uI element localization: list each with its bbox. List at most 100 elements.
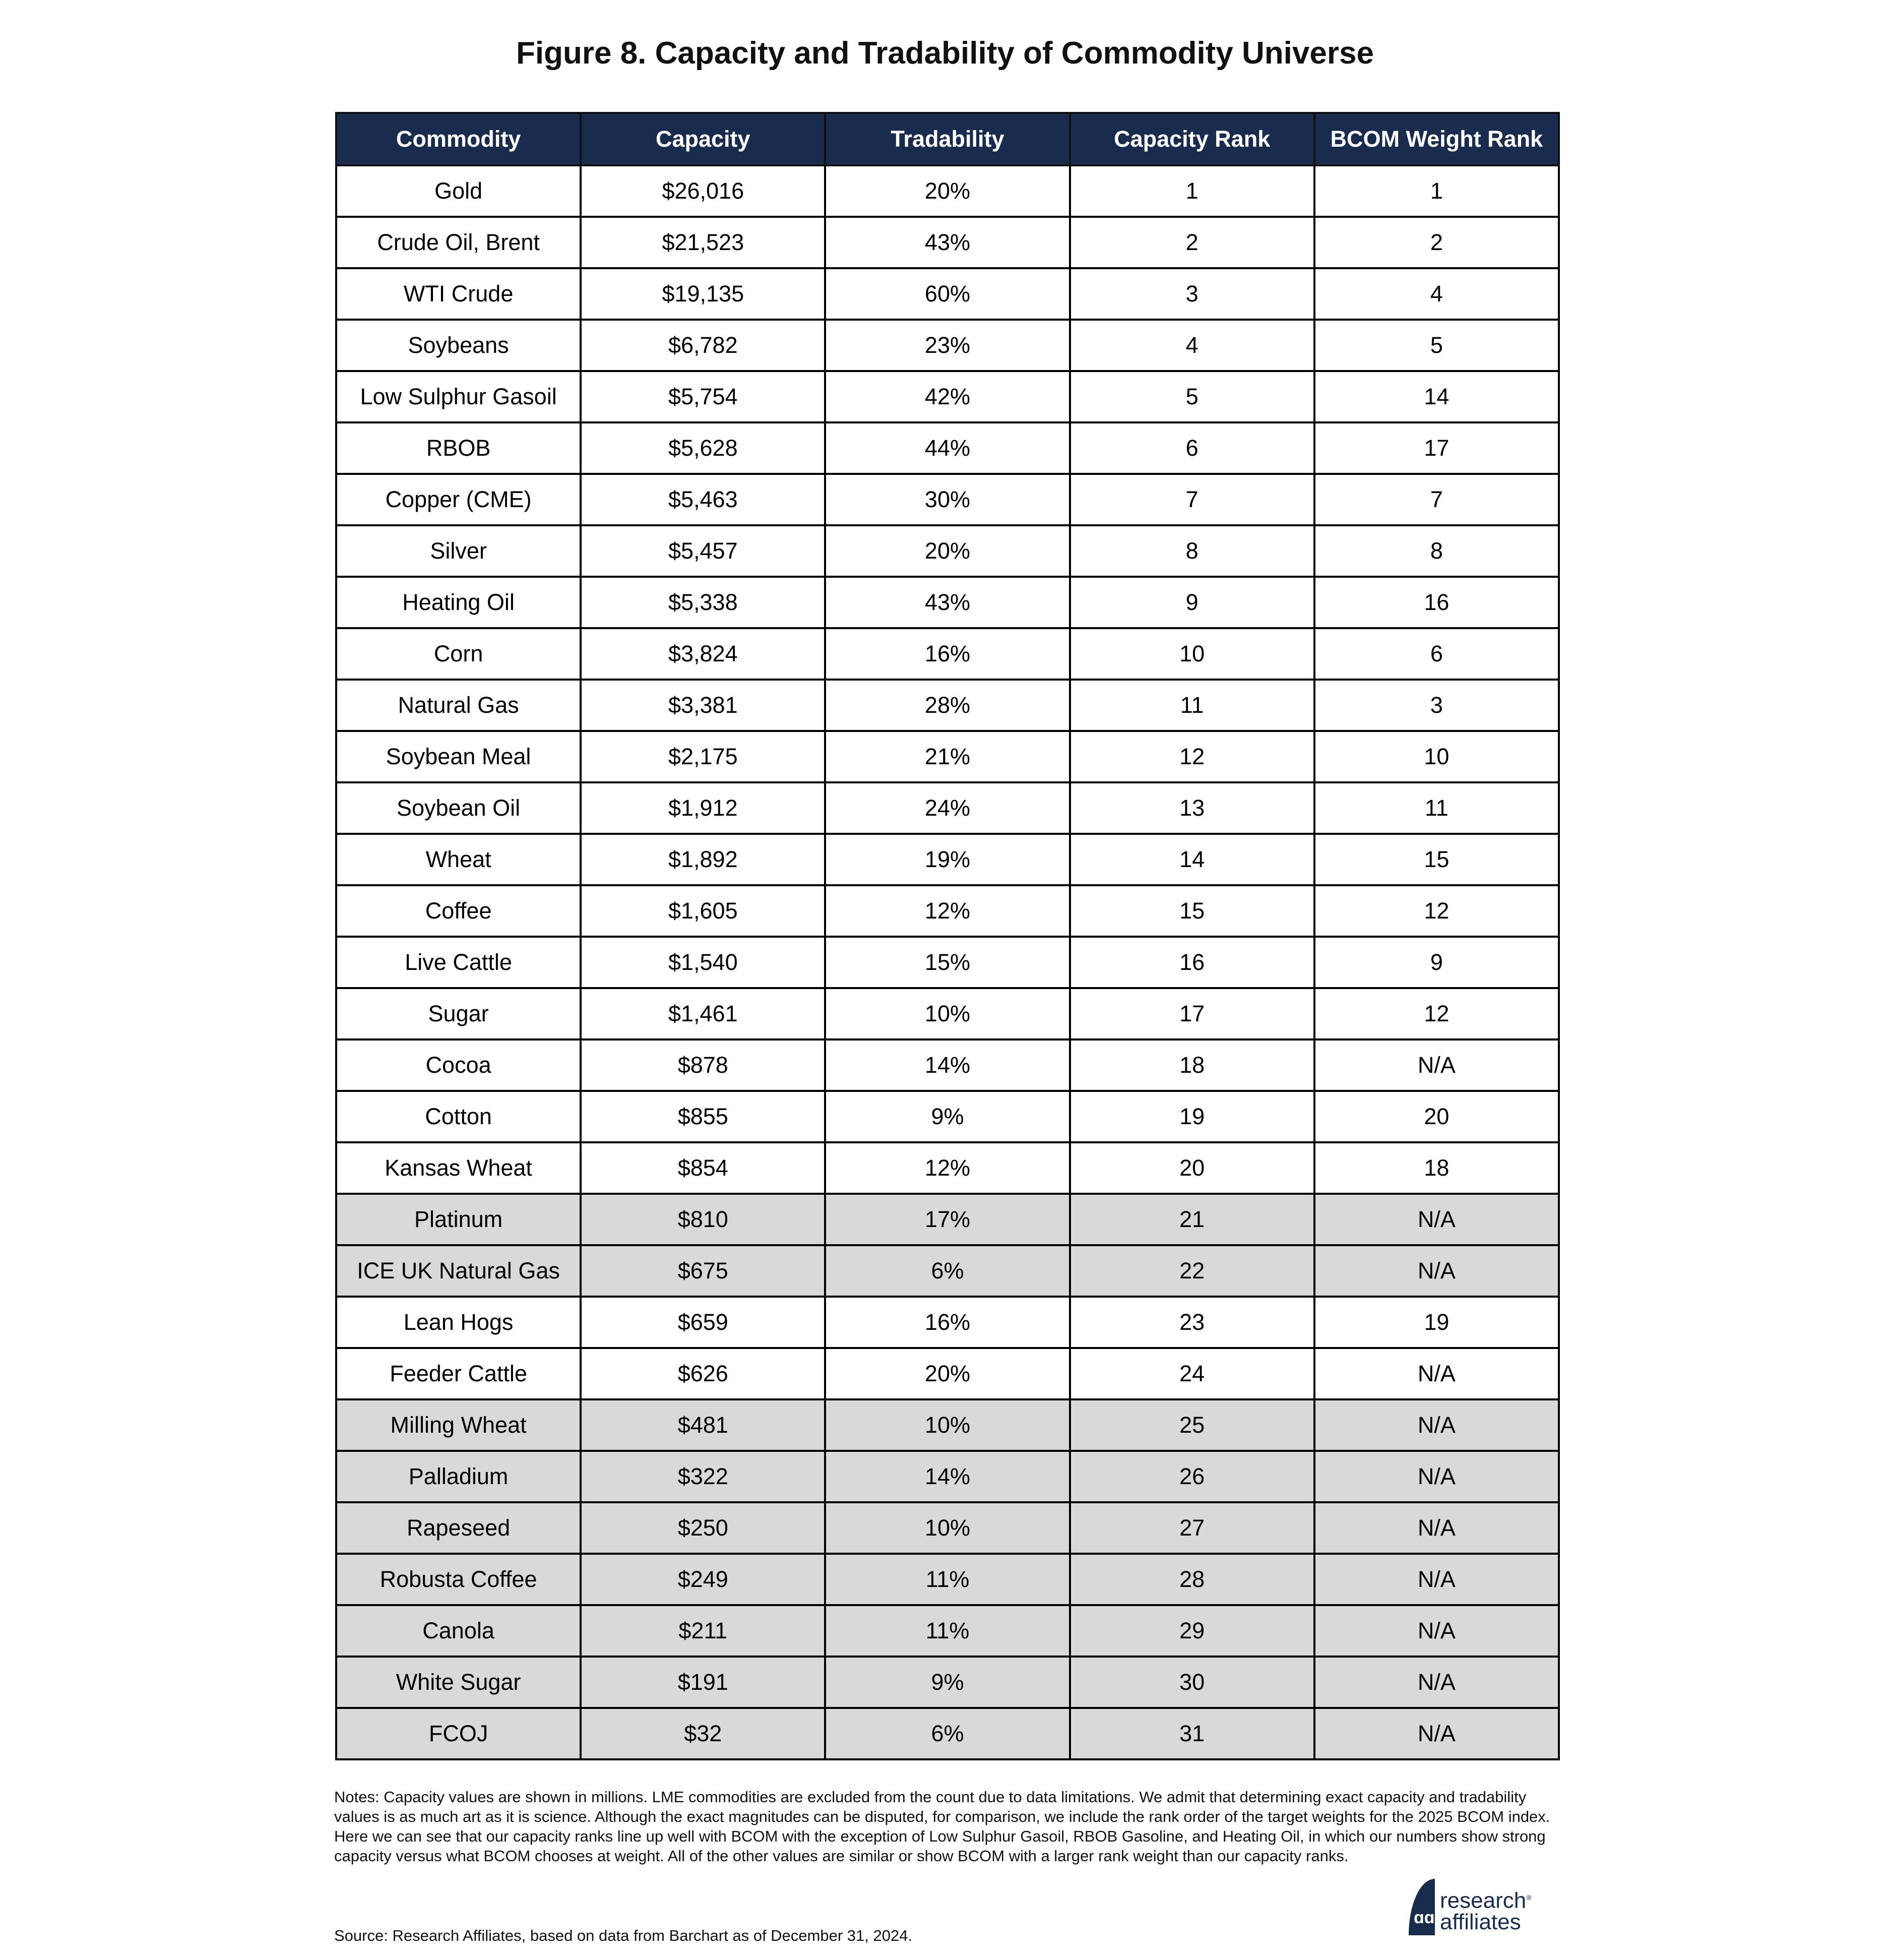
tradability-cell: 14%	[824, 1038, 1071, 1092]
table-row: RBOB $5,628 44% 6 17	[335, 421, 1560, 475]
tradability-cell: 6%	[824, 1244, 1071, 1298]
capacity-cell: $211	[580, 1604, 827, 1658]
source-note: Source: Research Affiliates, based on da…	[334, 1927, 913, 1944]
tradability-cell: 14%	[824, 1450, 1071, 1503]
bcom-weight-rank-cell: N/A	[1313, 1038, 1560, 1092]
capacity-rank-cell: 30	[1068, 1656, 1315, 1709]
commodity-cell: Soybeans	[335, 319, 582, 372]
table-row: Feeder Cattle $626 20% 24 N/A	[335, 1347, 1560, 1400]
capacity-rank-cell: 2	[1068, 216, 1315, 269]
commodity-cell: Milling Wheat	[335, 1398, 582, 1452]
tradability-cell: 16%	[824, 627, 1071, 681]
tradability-cell: 60%	[824, 267, 1071, 321]
tradability-cell: 10%	[824, 987, 1071, 1040]
header-commodity: Commodity	[335, 112, 582, 166]
commodity-cell: Platinum	[335, 1193, 582, 1246]
commodity-cell: Coffee	[335, 884, 582, 938]
table-row: Cotton $855 9% 19 20	[335, 1090, 1560, 1143]
header-capacity-rank: Capacity Rank	[1068, 112, 1315, 166]
commodity-cell: Rapeseed	[335, 1501, 582, 1555]
capacity-cell: $1,540	[580, 936, 827, 989]
commodity-cell: Silver	[335, 524, 582, 578]
table-row: Copper (CME) $5,463 30% 7 7	[335, 473, 1560, 526]
capacity-rank-cell: 29	[1068, 1604, 1315, 1658]
header-capacity: Capacity	[580, 112, 827, 166]
commodity-cell: ICE UK Natural Gas	[335, 1244, 582, 1298]
capacity-cell: $19,135	[580, 267, 827, 321]
capacity-cell: $1,605	[580, 884, 827, 938]
capacity-rank-cell: 22	[1068, 1244, 1315, 1298]
tradability-cell: 9%	[824, 1656, 1071, 1709]
table-row: Palladium $322 14% 26 N/A	[335, 1450, 1560, 1503]
capacity-cell: $626	[580, 1347, 827, 1400]
tradability-cell: 11%	[824, 1604, 1071, 1658]
table-row: Low Sulphur Gasoil $5,754 42% 5 14	[335, 370, 1560, 423]
bcom-weight-rank-cell: 12	[1313, 884, 1560, 938]
capacity-cell: $5,754	[580, 370, 827, 423]
capacity-cell: $6,782	[580, 319, 827, 372]
bcom-weight-rank-cell: N/A	[1313, 1398, 1560, 1452]
table-row: Sugar $1,461 10% 17 12	[335, 987, 1560, 1040]
capacity-rank-cell: 6	[1068, 421, 1315, 475]
bcom-weight-rank-cell: 6	[1313, 627, 1560, 681]
tradability-cell: 20%	[824, 1347, 1071, 1400]
bcom-weight-rank-cell: 20	[1313, 1090, 1560, 1143]
table-row: Wheat $1,892 19% 14 15	[335, 833, 1560, 886]
table-row: WTI Crude $19,135 60% 3 4	[335, 267, 1560, 321]
table-row: Crude Oil, Brent $21,523 43% 2 2	[335, 216, 1560, 269]
table-row: Live Cattle $1,540 15% 16 9	[335, 936, 1560, 989]
bcom-weight-rank-cell: 14	[1313, 370, 1560, 423]
capacity-rank-cell: 31	[1068, 1707, 1315, 1760]
tradability-cell: 20%	[824, 524, 1071, 578]
capacity-rank-cell: 4	[1068, 319, 1315, 372]
capacity-cell: $1,912	[580, 781, 827, 835]
commodity-cell: Feeder Cattle	[335, 1347, 582, 1400]
table-row: Rapeseed $250 10% 27 N/A	[335, 1501, 1560, 1555]
tradability-cell: 30%	[824, 473, 1071, 526]
table-row: Corn $3,824 16% 10 6	[335, 627, 1560, 681]
table-row: Soybeans $6,782 23% 4 5	[335, 319, 1560, 372]
commodity-cell: Soybean Meal	[335, 730, 582, 783]
bcom-weight-rank-cell: 1	[1313, 164, 1560, 218]
tradability-cell: 24%	[824, 781, 1071, 835]
capacity-rank-cell: 15	[1068, 884, 1315, 938]
commodity-cell: FCOJ	[335, 1707, 582, 1760]
table-row: Kansas Wheat $854 12% 20 18	[335, 1141, 1560, 1195]
commodity-cell: Copper (CME)	[335, 473, 582, 526]
commodity-cell: Natural Gas	[335, 679, 582, 732]
bcom-weight-rank-cell: N/A	[1313, 1604, 1560, 1658]
capacity-rank-cell: 16	[1068, 936, 1315, 989]
tradability-cell: 9%	[824, 1090, 1071, 1143]
capacity-rank-cell: 8	[1068, 524, 1315, 578]
commodity-cell: Cocoa	[335, 1038, 582, 1092]
capacity-cell: $26,016	[580, 164, 827, 218]
bcom-weight-rank-cell: 9	[1313, 936, 1560, 989]
table-row: Robusta Coffee $249 11% 28 N/A	[335, 1553, 1560, 1606]
capacity-cell: $3,824	[580, 627, 827, 681]
capacity-rank-cell: 11	[1068, 679, 1315, 732]
capacity-cell: $481	[580, 1398, 827, 1452]
capacity-cell: $249	[580, 1553, 827, 1606]
table-row: Soybean Meal $2,175 21% 12 10	[335, 730, 1560, 783]
bcom-weight-rank-cell: 17	[1313, 421, 1560, 475]
capacity-rank-cell: 3	[1068, 267, 1315, 321]
bcom-weight-rank-cell: 8	[1313, 524, 1560, 578]
capacity-cell: $2,175	[580, 730, 827, 783]
commodity-cell: RBOB	[335, 421, 582, 475]
commodity-cell: Crude Oil, Brent	[335, 216, 582, 269]
tradability-cell: 16%	[824, 1296, 1071, 1349]
commodity-cell: Live Cattle	[335, 936, 582, 989]
capacity-cell: $5,457	[580, 524, 827, 578]
bcom-weight-rank-cell: 11	[1313, 781, 1560, 835]
capacity-rank-cell: 9	[1068, 576, 1315, 629]
capacity-cell: $810	[580, 1193, 827, 1246]
commodity-cell: Heating Oil	[335, 576, 582, 629]
bcom-weight-rank-cell: N/A	[1313, 1553, 1560, 1606]
figure-title: Figure 8. Capacity and Tradability of Co…	[516, 36, 1374, 71]
bcom-weight-rank-cell: N/A	[1313, 1707, 1560, 1760]
capacity-cell: $878	[580, 1038, 827, 1092]
tradability-cell: 43%	[824, 576, 1071, 629]
tradability-cell: 21%	[824, 730, 1071, 783]
bcom-weight-rank-cell: 2	[1313, 216, 1560, 269]
capacity-rank-cell: 25	[1068, 1398, 1315, 1452]
